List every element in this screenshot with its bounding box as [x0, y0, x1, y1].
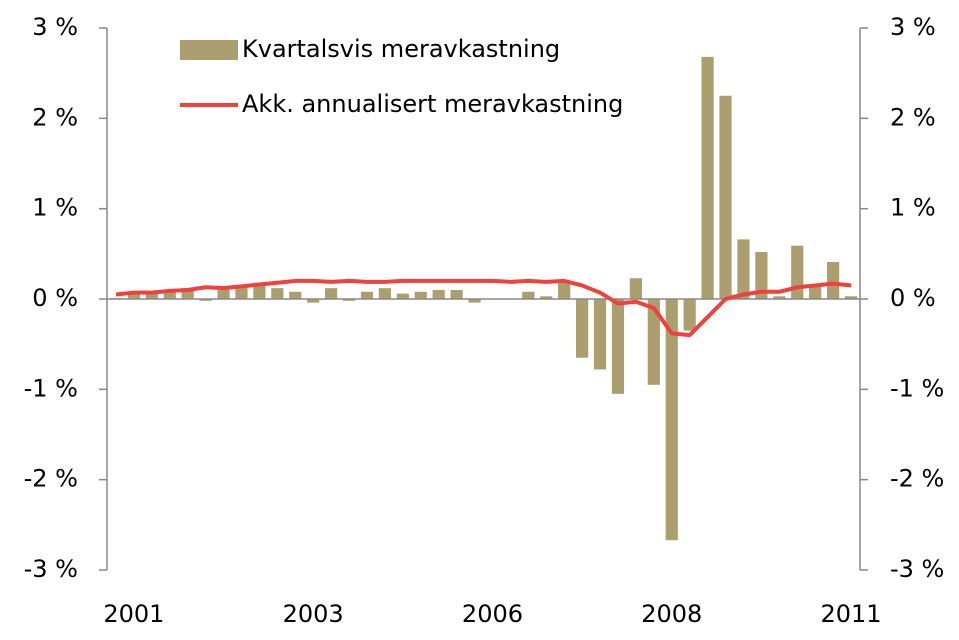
legend-label: Kvartalsvis meravkastning: [242, 35, 560, 63]
bar: [307, 299, 320, 303]
bar: [342, 299, 356, 301]
bar: [683, 299, 696, 331]
bar: [755, 252, 768, 299]
x-tick-label: 2006: [462, 600, 523, 628]
bar: [701, 56, 714, 300]
bar: [325, 288, 338, 299]
bar: [199, 299, 212, 301]
bar: [827, 261, 840, 299]
bar: [647, 299, 660, 385]
bar: [611, 299, 625, 394]
bar: [450, 289, 463, 299]
bar: [809, 285, 822, 299]
bar: [378, 288, 391, 299]
bar: [665, 299, 678, 541]
bar: [271, 288, 284, 299]
y2-tick-label: -1 %: [890, 374, 944, 402]
bar: [432, 289, 445, 299]
x-tick-label: 2008: [641, 600, 702, 628]
y-tick-label: -2 %: [24, 465, 78, 493]
y-tick-label: 1 %: [32, 194, 78, 222]
bar: [289, 291, 302, 299]
bar: [235, 285, 248, 299]
bar: [163, 289, 176, 299]
bar: [522, 291, 535, 299]
y-tick-label: -1 %: [24, 374, 78, 402]
bar: [737, 239, 750, 299]
y2-tick-label: 0 %: [890, 284, 936, 312]
bar: [360, 291, 374, 299]
y2-tick-label: -3 %: [890, 555, 944, 583]
bar: [127, 294, 140, 299]
bar: [576, 299, 589, 358]
y-tick-label: 2 %: [32, 103, 78, 131]
bar: [629, 278, 642, 299]
y-tick-label: 0 %: [32, 284, 78, 312]
bar: [181, 288, 194, 299]
bar: [540, 296, 553, 299]
bar: [773, 296, 786, 299]
x-tick-label: 2011: [820, 600, 881, 628]
x-tick-label: 2003: [283, 600, 344, 628]
y2-tick-label: 2 %: [890, 103, 936, 131]
bar: [217, 288, 230, 299]
bar: [719, 95, 732, 299]
line: [115, 278, 852, 338]
legend-label: Akk. annualisert meravkastning: [242, 90, 623, 118]
legend-swatch: [180, 40, 238, 60]
bar: [844, 296, 858, 299]
bar: [593, 299, 607, 370]
y2-tick-label: 3 %: [890, 13, 936, 41]
bar: [468, 299, 481, 303]
bar: [414, 291, 427, 299]
x-tick-label: 2001: [103, 600, 164, 628]
y-tick-label: 3 %: [32, 13, 78, 41]
y2-tick-label: -2 %: [890, 465, 944, 493]
bar: [145, 293, 158, 299]
y2-tick-label: 1 %: [890, 194, 936, 222]
y-tick-label: -3 %: [24, 555, 78, 583]
bar: [791, 245, 804, 299]
bar: [558, 280, 571, 299]
bar: [396, 293, 409, 299]
